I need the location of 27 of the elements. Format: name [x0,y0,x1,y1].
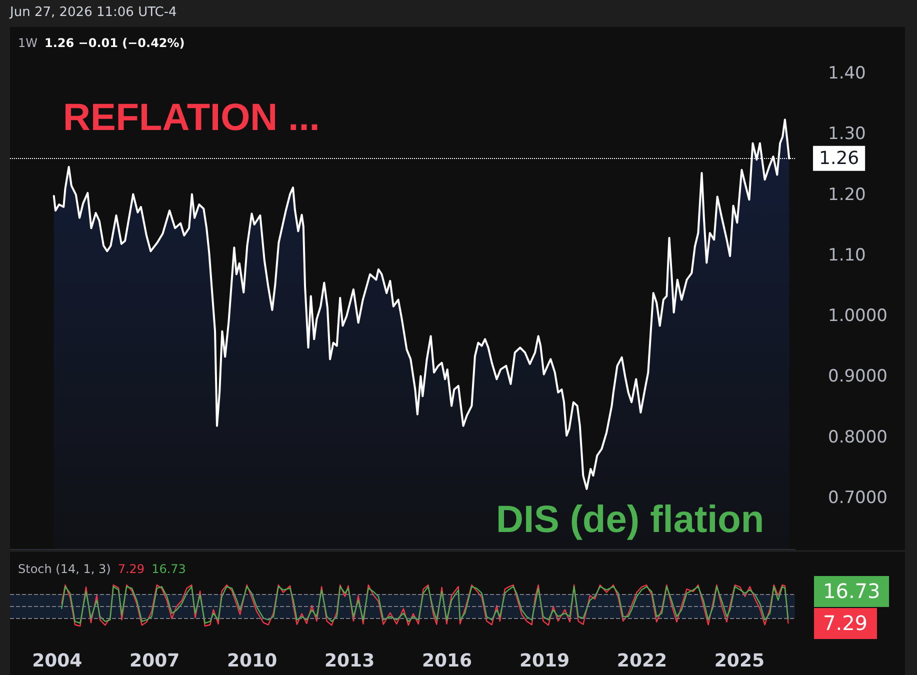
chart-title: Stoch (14, 1, 3) [18,562,111,576]
text: 16.73 [152,562,186,576]
y-tick-label: 1.20 [828,184,866,205]
x-tick-label: 2007 [130,650,180,672]
x-tick-label: 2010 [227,650,278,672]
y-tick-label: 1.0000 [828,306,888,326]
y-tick-label: 1.40 [828,63,866,84]
annotation: DIS (de) flation [496,499,764,541]
text: 1W [18,36,38,50]
x-tick-label: 2016 [422,650,472,672]
x-tick-label: 2025 [714,650,764,672]
y-tick-label: 0.9000 [828,366,888,387]
annotation: REFLATION ... [63,97,320,139]
x-tick-label: 2019 [519,650,570,672]
text: 1.26 −0.01 (−0.42%) [44,36,185,50]
y-tick-label: 1.30 [828,124,866,144]
text: 7.29 [118,562,145,576]
text: 7.29 [814,608,877,639]
y-tick-label: 0.7000 [828,488,888,508]
text: Jun 27, 2026 11:06 UTC-4 [10,5,177,20]
x-tick-label: 2022 [616,650,668,672]
x-tick-label: 2013 [324,650,375,672]
y-tick-label: 0.8000 [828,427,888,448]
ref-line-label: 1.26 [819,148,860,169]
y-tick-label: 1.10 [828,245,866,266]
text: 16.73 [814,576,890,607]
x-tick-label: 2004 [32,650,82,672]
